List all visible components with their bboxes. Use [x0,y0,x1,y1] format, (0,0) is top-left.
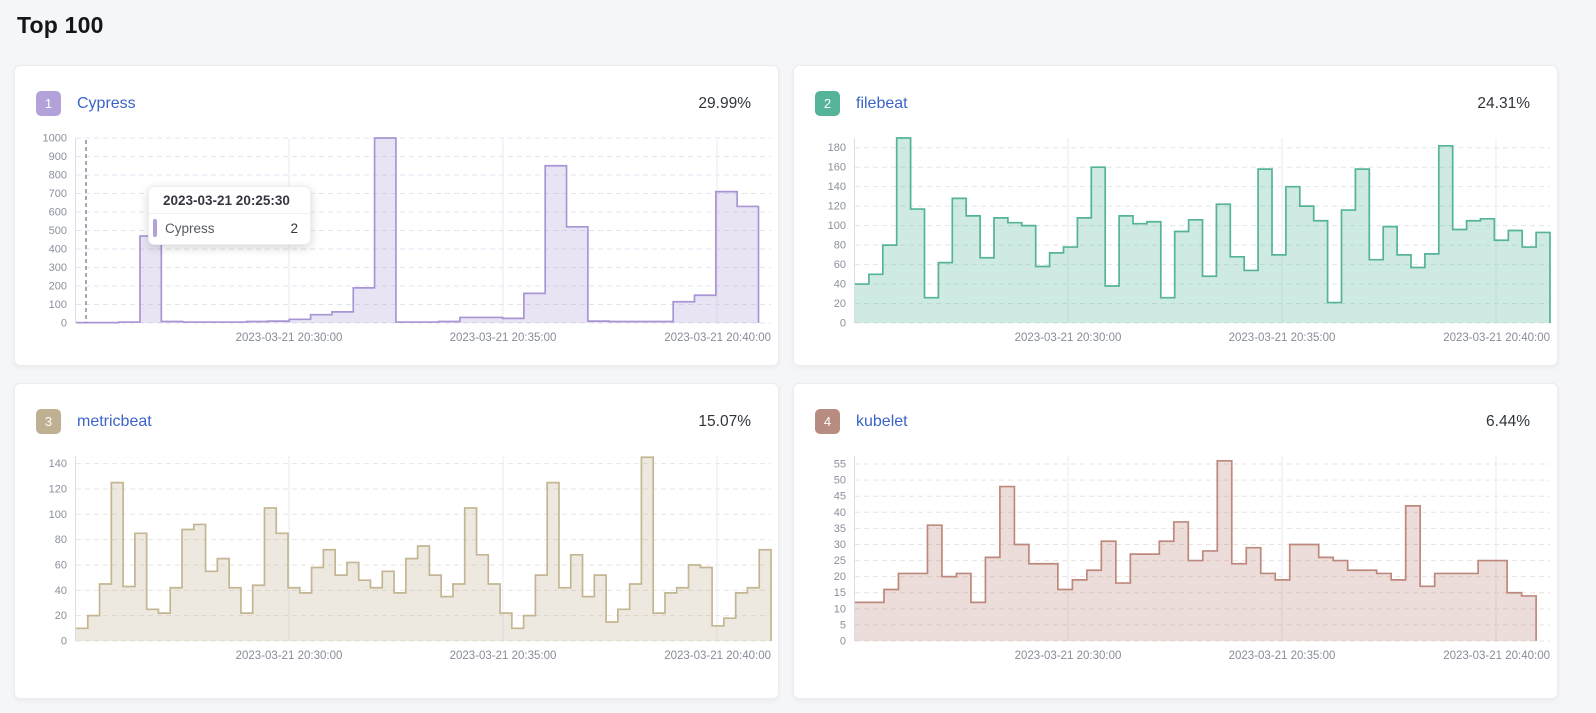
y-tick-label: 35 [834,523,846,535]
card-header: 1 Cypress 29.99% [15,66,778,116]
y-tick-label: 120 [49,483,67,495]
page-title: Top 100 [17,12,104,38]
x-axis-label: 2023-03-21 20:35:00 [450,650,557,662]
charts-grid: 1 Cypress 29.99% 0 100 200 300 400 500 600 700 8… [14,65,1558,699]
y-tick-label: 400 [49,244,67,256]
area-line [76,456,772,641]
y-tick-label: 1000 [43,133,67,145]
y-tick-label: 5 [840,619,846,631]
y-tick-label: 40 [834,279,846,291]
y-tick-label: 300 [49,262,67,274]
chart-tooltip: 2023-03-21 20:25:30 Cypress 2 [148,186,311,245]
area-line [855,459,1537,641]
card-header: 2 filebeat 24.31% [794,66,1557,116]
y-tick-label: 0 [61,636,67,648]
y-tick-label: 100 [49,299,67,311]
y-tick-label: 140 [49,458,67,470]
y-tick-label: 80 [55,534,67,546]
area-chart-metricbeat: 0 20 40 60 80 100 120 140 2023-03-21 20:30:00 202… [49,456,772,662]
series-color-swatch [153,219,157,237]
series-link-cypress[interactable]: Cypress [77,94,136,112]
card-header: 4 kubelet 6.44% [794,384,1557,434]
series-link-metricbeat[interactable]: metricbeat [77,412,152,430]
y-tick-label: 25 [834,555,846,567]
area-chart-filebeat: 0 20 40 60 80 100 120 140 160 180 2023-03-21 20:30… [828,137,1551,344]
y-tick-label: 45 [834,491,846,503]
area-fill [855,460,1537,641]
y-tick-label: 0 [840,636,846,648]
x-axis-label: 2023-03-21 20:35:00 [450,332,557,344]
x-axis-label: 2023-03-21 20:30:00 [236,650,343,662]
x-axis-label: 2023-03-21 20:30:00 [1015,332,1122,344]
page: Top 100 1 Cypress 29.99% 0 100 200 300 400 50… [0,12,1596,699]
y-tick-label: 500 [49,225,67,237]
y-tick-label: 30 [834,539,846,551]
y-tick-label: 10 [834,603,846,615]
y-tick-label: 600 [49,207,67,219]
y-tick-label: 50 [834,475,846,487]
x-axis-label: 2023-03-21 20:40:00 [664,332,771,344]
percentage-value: 29.99% [698,94,751,112]
chart-area[interactable]: 0 20 40 60 80 100 120 140 160 180 2023-03-21 20:30… [794,117,1557,349]
area-chart-cypress: 0 100 200 300 400 500 600 700 800 900 1000 2023-03-… [43,133,771,344]
tooltip-series-value: 2 [290,220,298,236]
y-tick-label: 40 [55,585,67,597]
y-tick-label: 0 [840,318,846,330]
card-header: 3 metricbeat 15.07% [15,384,778,434]
tooltip-series-name: Cypress [165,220,215,236]
y-tick-label: 700 [49,188,67,200]
y-tick-label: 160 [828,162,846,174]
percentage-value: 15.07% [698,412,751,430]
area-chart-kubelet: 0 5 10 15 20 25 30 35 40 45 50 55 2023-03-21 20:30:0… [834,456,1550,662]
rank-badge: 4 [815,409,840,434]
y-tick-label: 200 [49,281,67,293]
x-axis-label: 2023-03-21 20:40:00 [664,650,771,662]
percentage-value: 24.31% [1477,94,1530,112]
chart-area[interactable]: 0 100 200 300 400 500 600 700 800 900 1000 2023-03-… [15,117,778,349]
area-fill [76,457,771,641]
x-axis-label: 2023-03-21 20:30:00 [236,332,343,344]
percentage-value: 6.44% [1486,412,1530,430]
chart-card-metricbeat: 3 metricbeat 15.07% 0 20 40 60 80 100 120 140 20… [14,383,779,699]
y-tick-label: 140 [828,181,846,193]
y-tick-label: 20 [834,571,846,583]
area-line [76,137,760,324]
x-axis-label: 2023-03-21 20:35:00 [1229,650,1336,662]
chart-card-cypress: 1 Cypress 29.99% 0 100 200 300 400 500 600 700 8… [14,65,779,366]
tooltip-series-row: Cypress 2 [149,214,310,244]
y-tick-label: 20 [834,298,846,310]
series-link-kubelet[interactable]: kubelet [856,412,908,430]
y-tick-label: 15 [834,587,846,599]
y-tick-label: 900 [49,151,67,163]
tooltip-timestamp: 2023-03-21 20:25:30 [149,187,310,214]
rank-badge: 2 [815,91,840,116]
y-tick-label: 55 [834,459,846,471]
chart-card-kubelet: 4 kubelet 6.44% 0 5 10 15 20 25 30 35 40 45 50 55 20… [793,383,1558,699]
chart-area[interactable]: 0 20 40 60 80 100 120 140 2023-03-21 20:30:00 202… [15,435,778,667]
y-tick-label: 80 [834,240,846,252]
y-tick-label: 60 [834,259,846,271]
y-tick-label: 0 [61,318,67,330]
area-line [855,137,1551,323]
y-tick-label: 40 [834,507,846,519]
x-axis-label: 2023-03-21 20:40:00 [1443,650,1550,662]
y-tick-label: 800 [49,170,67,182]
chart-area[interactable]: 0 5 10 15 20 25 30 35 40 45 50 55 2023-03-21 20:30:0… [794,435,1557,667]
y-tick-label: 60 [55,559,67,571]
rank-badge: 1 [36,91,61,116]
x-axis-label: 2023-03-21 20:30:00 [1015,650,1122,662]
y-tick-label: 100 [828,220,846,232]
x-axis-label: 2023-03-21 20:40:00 [1443,332,1550,344]
rank-badge: 3 [36,409,61,434]
y-tick-label: 120 [828,201,846,213]
y-tick-label: 20 [55,610,67,622]
series-link-filebeat[interactable]: filebeat [856,94,908,112]
x-axis-label: 2023-03-21 20:35:00 [1229,332,1336,344]
y-tick-label: 180 [828,142,846,154]
chart-card-filebeat: 2 filebeat 24.31% 0 20 40 60 80 100 120 140 160 1… [793,65,1558,366]
y-tick-label: 100 [49,509,67,521]
